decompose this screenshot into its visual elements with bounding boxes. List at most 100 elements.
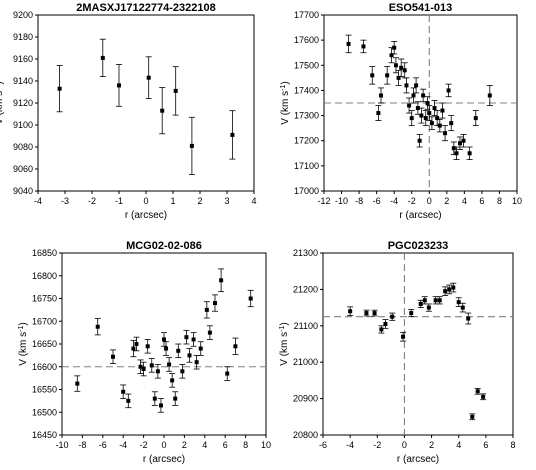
chart-pgc023233: PGC023233 -6 -4 -2 0 2 4 6 8 20800 20900 21000 21100… [279, 240, 516, 465]
x-tick-label: 6 [223, 440, 228, 450]
plot-frame [322, 252, 514, 436]
y-tick-label: 16450 [32, 430, 57, 440]
data-point [372, 311, 377, 316]
y-tick-label: 21300 [293, 248, 318, 258]
y-tick-label: 17000 [294, 186, 319, 196]
data-point [417, 138, 422, 143]
y-tick-label: 21000 [293, 357, 318, 367]
data-point [184, 335, 189, 340]
y-tick-label: 9180 [13, 32, 33, 42]
data-point [414, 83, 419, 88]
data-point [379, 327, 384, 332]
data-point [230, 132, 235, 137]
data-point [131, 346, 136, 351]
plot-frame [37, 14, 255, 192]
data-point [141, 367, 146, 372]
data-point [158, 403, 163, 408]
x-axis-label: r (arcsec) [143, 454, 185, 465]
data-point [454, 151, 459, 156]
data-point [126, 398, 131, 403]
data-point [111, 354, 115, 359]
y-tick-label: 17100 [294, 161, 319, 171]
chart-title: 2MASXJ17122774-2322108 [76, 2, 215, 14]
y-axis-label: V (km s-1) [280, 81, 292, 124]
data-point [475, 389, 480, 394]
data-point [152, 396, 157, 401]
x-tick-label: 4 [456, 440, 461, 450]
y-tick-label: 9080 [13, 142, 33, 152]
data-point [421, 93, 426, 98]
data-point [437, 123, 442, 128]
chart-title: ESO541-013 [389, 2, 453, 14]
x-tick-label: -2 [88, 196, 96, 206]
data-point [95, 324, 100, 329]
data-point [451, 285, 456, 290]
x-tick-label: -8 [78, 440, 86, 450]
y-tick-label: 16800 [32, 271, 57, 281]
y-tick-label: 17500 [294, 60, 319, 70]
y-tick-label: 9160 [13, 54, 33, 64]
data-point [402, 68, 407, 73]
x-tick-label: -6 [373, 196, 381, 206]
x-tick-label: 0 [161, 440, 166, 450]
x-tick-label: -4 [390, 196, 398, 206]
y-tick-label: 21200 [293, 284, 318, 294]
data-point [167, 362, 172, 367]
y-tick-label: 21100 [294, 321, 318, 331]
y-tick-label: 17700 [294, 10, 319, 20]
x-tick-label: 4 [202, 440, 207, 450]
data-point [435, 116, 440, 121]
chart-title: PGC023233 [388, 240, 449, 252]
x-axis-label: r (arcsec) [397, 454, 439, 465]
x-tick-label: 2 [444, 196, 449, 206]
x-tick-label: -8 [355, 196, 363, 206]
data-point [467, 151, 472, 156]
data-point [393, 63, 398, 68]
data-point [146, 75, 151, 80]
data-point [189, 143, 194, 148]
data-point [419, 113, 424, 118]
data-point [213, 301, 217, 306]
data-point [401, 334, 406, 339]
y-tick-label: 20900 [293, 394, 318, 404]
data-point [470, 414, 475, 419]
y-tick-label: 9200 [13, 10, 33, 20]
data-point [160, 108, 165, 113]
data-point [180, 369, 185, 374]
x-tick-label: 10 [512, 196, 522, 206]
data-point [75, 381, 80, 386]
data-point [219, 278, 224, 283]
x-tick-label: 2 [429, 440, 434, 450]
data-point [370, 73, 375, 78]
data-point [461, 138, 466, 143]
data-point [191, 337, 196, 342]
y-tick-label: 16550 [32, 385, 57, 395]
y-tick-label: 16850 [32, 248, 57, 258]
x-axis-label: r (arcsec) [125, 210, 167, 221]
x-tick-label: 3 [224, 196, 229, 206]
data-point [379, 93, 384, 98]
y-tick-label: 16650 [32, 339, 57, 349]
y-tick-label: 9100 [13, 120, 33, 130]
x-tick-label: 8 [497, 196, 502, 206]
x-tick-label: -1 [115, 196, 123, 206]
data-point [433, 298, 438, 303]
data-point [194, 360, 199, 365]
data-point [418, 301, 423, 306]
data-point [427, 111, 432, 116]
x-tick-label: 1 [170, 196, 175, 206]
data-point [173, 88, 178, 93]
data-point [396, 75, 401, 80]
data-point [466, 316, 471, 321]
x-tick-label: 2 [197, 196, 202, 206]
data-point [447, 287, 452, 292]
data-point [164, 346, 169, 351]
y-axis-label: V (km s-1) [18, 322, 30, 365]
data-point [176, 348, 181, 353]
data-point [409, 116, 414, 121]
data-point [121, 389, 126, 394]
data-point [162, 337, 166, 342]
data-point [426, 305, 431, 310]
y-tick-label: 17200 [294, 136, 319, 146]
y-axis-label: V (km s-1) [0, 81, 5, 124]
